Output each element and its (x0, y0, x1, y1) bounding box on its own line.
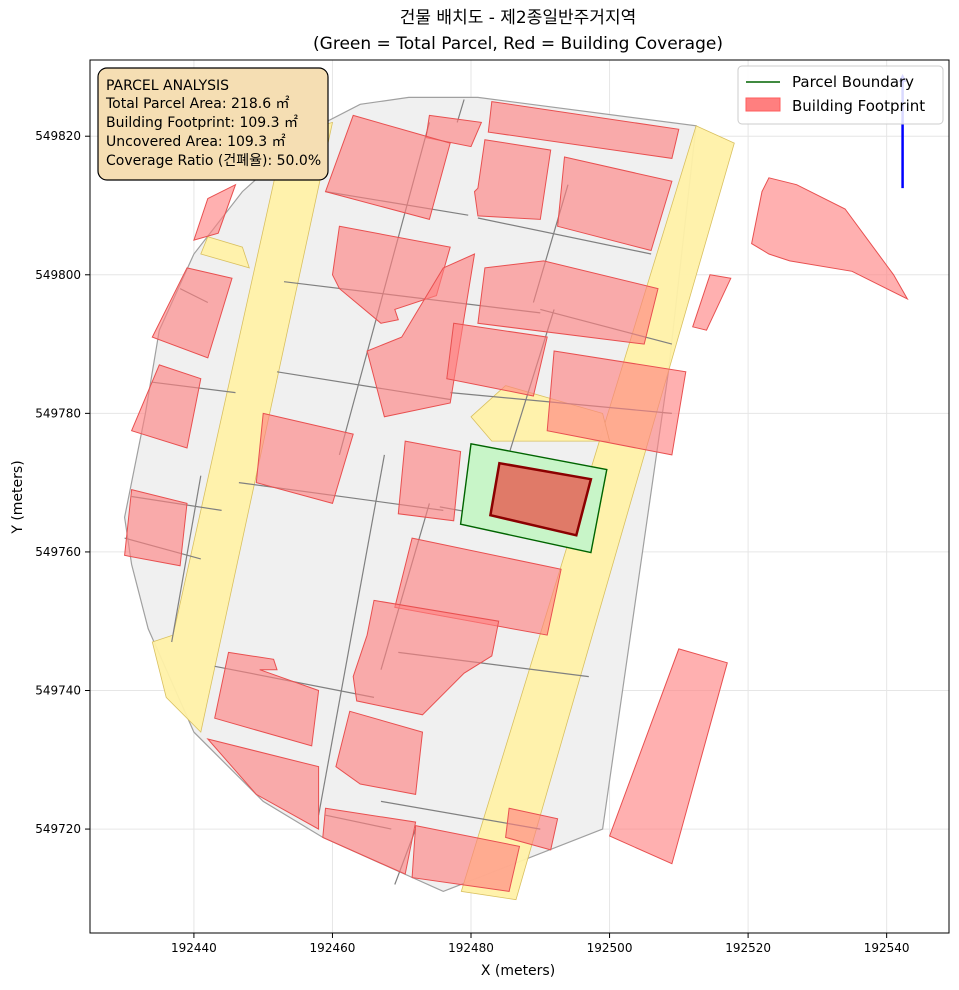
building-2 (324, 114, 451, 221)
building-25 (751, 177, 909, 301)
x-tick-label-0: 192440 (171, 941, 217, 955)
target-building (488, 461, 593, 537)
building-13 (255, 412, 354, 505)
legend-label-building: Building Footprint (792, 97, 925, 115)
y-tick-label-1: 549740 (35, 684, 81, 698)
legend-box (737, 65, 944, 125)
y-tick-label-4: 549800 (35, 268, 81, 282)
parcel-line-1 (477, 217, 652, 255)
building-26 (692, 274, 732, 331)
x-tick-label-2: 192480 (448, 941, 494, 955)
building-24 (608, 648, 728, 865)
annotation-box (97, 67, 329, 181)
legend-label-parcel: Parcel Boundary (792, 73, 914, 91)
map-layer (123, 73, 909, 901)
parcel-line-16 (456, 99, 465, 123)
y-tick-label-3: 549780 (35, 406, 81, 420)
y-tick-label-2: 549760 (35, 545, 81, 559)
x-tick-label-1: 192460 (310, 941, 356, 955)
building-12 (130, 364, 202, 449)
building-3 (473, 139, 552, 220)
axes-frame (89, 59, 950, 934)
building-11 (546, 350, 687, 456)
legend-swatch-building (745, 97, 781, 112)
building-14 (397, 440, 462, 522)
building-9 (477, 260, 659, 345)
annotation-line-3: Building Footprint: 109.3 ㎡ (106, 115, 298, 131)
legend: Parcel Boundary Building Footprint (737, 65, 944, 125)
building-21 (322, 807, 417, 875)
buildings (124, 101, 909, 892)
x-tick-label-3: 192500 (587, 941, 633, 955)
x-axis-ticks: 192440 192460 192480 192500 192520 192540 (171, 933, 910, 955)
building-22 (411, 824, 521, 892)
chart-subtitle: (Green = Total Parcel, Red = Building Co… (313, 34, 723, 54)
x-tick-label-4: 192520 (725, 941, 771, 955)
building-10 (446, 322, 548, 397)
x-tick-label-5: 192540 (864, 941, 910, 955)
annotation-line-2: Total Parcel Area: 218.6 ㎡ (105, 96, 290, 112)
building-6 (151, 267, 233, 359)
annotation-line-1: PARCEL ANALYSIS (106, 78, 229, 94)
building-19 (335, 710, 424, 795)
building-18 (214, 651, 320, 747)
chart-title: 건물 배치도 - 제2종일반주거지역 (400, 8, 636, 28)
x-axis-label: X (meters) (481, 963, 555, 979)
annotation-line-5: Coverage Ratio (건폐율): 50.0% (106, 153, 321, 169)
analysis-annotation: PARCEL ANALYSIS Total Parcel Area: 218.6… (97, 67, 329, 181)
building-20 (206, 738, 320, 830)
building-7 (331, 225, 451, 324)
y-axis-label: Y (meters) (10, 460, 26, 534)
y-axis-ticks: 549720 549740 549760 549780 549800 549820 (35, 129, 90, 836)
annotation-line-4: Uncovered Area: 109.3 ㎡ (106, 134, 286, 150)
parcel-line-18 (318, 454, 385, 816)
building-4 (557, 156, 673, 252)
y-tick-label-0: 549720 (35, 822, 81, 836)
y-tick-label-5: 549820 (35, 129, 81, 143)
building-17 (352, 599, 500, 716)
building-0 (425, 114, 483, 148)
building-5 (193, 183, 237, 241)
building-23 (505, 807, 559, 851)
building-1 (487, 101, 680, 159)
building-15 (124, 488, 188, 567)
parcel-line-22 (171, 475, 202, 643)
road-2 (200, 236, 250, 269)
